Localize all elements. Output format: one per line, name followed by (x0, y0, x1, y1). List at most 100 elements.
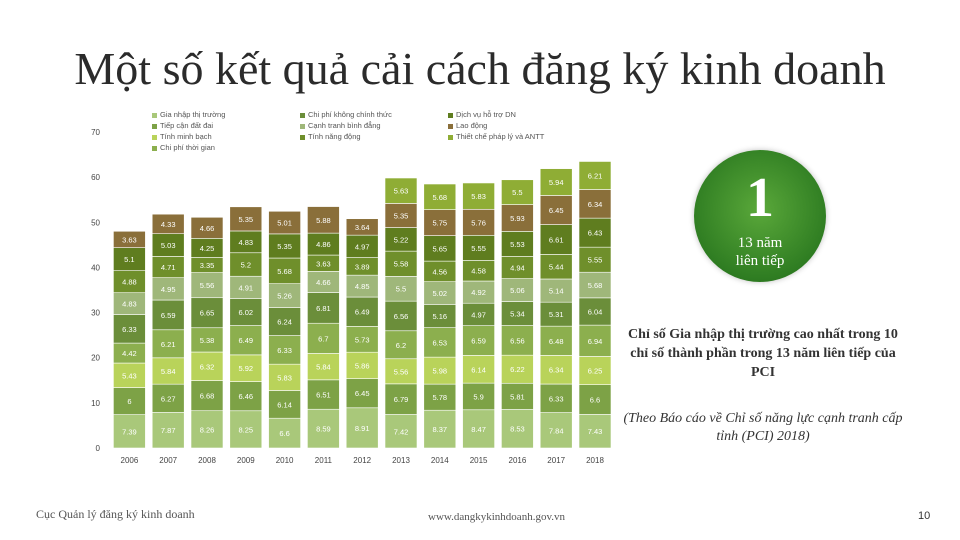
summary-text: Chỉ số Gia nhập thị trường cao nhất tron… (628, 327, 898, 380)
data-label: 5.63 (394, 187, 409, 196)
legend-swatch (300, 123, 305, 129)
x-tick-label: 2017 (547, 456, 565, 465)
data-label: 5.44 (549, 263, 564, 272)
data-label: 4.94 (510, 263, 525, 272)
legend-swatch (448, 123, 453, 129)
bar-segment (268, 233, 301, 259)
bar-segment (578, 271, 612, 299)
data-label: 4.97 (355, 242, 370, 251)
footer-url[interactable]: www.dangkykinhdoanh.gov.vn (428, 511, 565, 523)
bar-segment (578, 217, 612, 248)
data-label: 8.91 (355, 424, 370, 433)
legend-item: Dịch vụ hỗ trợ DN (448, 110, 516, 119)
bar-segment (268, 210, 301, 235)
data-label: 5.5 (512, 188, 522, 197)
data-label: 5.81 (510, 392, 525, 401)
bar-segment (578, 161, 612, 190)
bar-segment (268, 363, 301, 391)
data-label: 5.58 (394, 260, 409, 269)
data-label: 3.63 (316, 259, 331, 268)
bar-segment (307, 206, 340, 234)
bar-segment (151, 213, 185, 235)
bar-segment (190, 410, 224, 449)
data-label: 5.38 (200, 336, 215, 345)
data-label: 6.65 (200, 309, 215, 318)
data-label: 4.71 (161, 263, 176, 272)
x-tick-label: 2007 (159, 456, 177, 465)
data-label: 6.7 (318, 334, 328, 343)
data-label: 5.93 (510, 214, 525, 223)
bar-segment (462, 355, 495, 384)
data-label: 5.16 (432, 312, 447, 321)
bar-segment (345, 351, 379, 379)
bar-segment (423, 235, 457, 262)
bar-segment (501, 231, 534, 257)
data-label: 6.25 (588, 367, 603, 376)
data-label: 5.14 (549, 287, 564, 296)
bar-segment (345, 296, 379, 327)
y-tick-label: 10 (91, 399, 100, 408)
bar-segment (229, 410, 263, 449)
bar-segment (539, 325, 573, 356)
bar-segment (229, 298, 263, 326)
bar-segment (307, 322, 340, 354)
data-label: 6.51 (316, 391, 331, 400)
y-tick-label: 20 (91, 354, 100, 363)
x-tick-label: 2008 (198, 456, 216, 465)
bar-segment (384, 250, 418, 277)
bar-segment (268, 335, 301, 365)
data-label: 6.49 (238, 336, 253, 345)
data-label: 5.68 (277, 267, 292, 276)
data-label: 5.31 (549, 310, 564, 319)
data-label: 5.56 (200, 281, 215, 290)
y-tick-label: 30 (91, 309, 100, 318)
x-tick-label: 2012 (353, 456, 371, 465)
bar-segment (229, 325, 263, 356)
data-label: 6.49 (355, 308, 370, 317)
data-label: 6.33 (277, 346, 292, 355)
bar-segment (423, 356, 457, 385)
legend-swatch (152, 134, 157, 140)
data-label: 6.56 (510, 336, 525, 345)
data-label: 5.2 (241, 260, 251, 269)
bar-segment (501, 409, 534, 449)
data-label: 5.02 (432, 289, 447, 298)
data-label: 5.94 (549, 178, 564, 187)
data-label: 6.33 (549, 394, 564, 403)
data-label: 6.21 (588, 171, 603, 180)
bar-segment (423, 383, 457, 411)
bar-segment (190, 351, 224, 381)
badge-number: 1 (746, 167, 774, 229)
bar-segment (113, 362, 146, 388)
legend-item: Cạnh tranh bình đẳng (300, 121, 381, 130)
data-label: 5.35 (394, 211, 409, 220)
bar-segment (501, 354, 534, 384)
data-label: 5.55 (471, 244, 486, 253)
data-label: 4.58 (471, 267, 486, 276)
bar-segment (501, 204, 534, 232)
data-label: 4.83 (238, 238, 253, 247)
data-label: 6.2 (396, 341, 406, 350)
legend-label: Dịch vụ hỗ trợ DN (456, 110, 516, 119)
bars: 7.3965.434.426.334.834.885.13.637.876.27… (113, 161, 612, 449)
data-label: 7.43 (588, 427, 603, 436)
legend-item: Thiết chế pháp lý và ANTT (448, 132, 544, 141)
legend-item: Gia nhập thị trường (152, 110, 225, 119)
bar-segment (151, 299, 185, 331)
data-label: 5.34 (510, 310, 525, 319)
bar-segment (578, 384, 612, 415)
bar-segment (462, 325, 495, 356)
x-tick-label: 2011 (315, 456, 333, 465)
bar-segment (229, 206, 263, 232)
data-label: 5.01 (277, 219, 292, 228)
bar-segment (384, 300, 418, 332)
bar-segment (229, 354, 263, 382)
data-label: 6.68 (200, 392, 215, 401)
data-label: 5.84 (161, 367, 176, 376)
bar-segment (345, 378, 379, 409)
badge-caption-line2: liên tiếp (735, 253, 785, 269)
bar-segment (384, 276, 418, 302)
bar-segment (578, 414, 612, 449)
data-label: 6.24 (277, 318, 292, 327)
